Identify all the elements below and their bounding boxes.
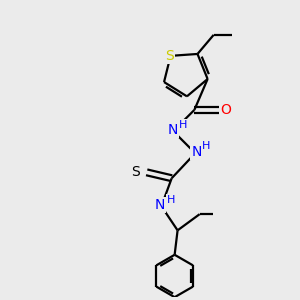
Text: O: O bbox=[220, 103, 231, 117]
Text: H: H bbox=[167, 195, 175, 205]
Text: N: N bbox=[168, 123, 178, 136]
Text: S: S bbox=[165, 49, 173, 63]
Text: H: H bbox=[202, 141, 211, 151]
Text: N: N bbox=[155, 198, 165, 212]
Text: N: N bbox=[191, 145, 202, 159]
Text: H: H bbox=[178, 120, 187, 130]
Text: S: S bbox=[131, 165, 140, 179]
